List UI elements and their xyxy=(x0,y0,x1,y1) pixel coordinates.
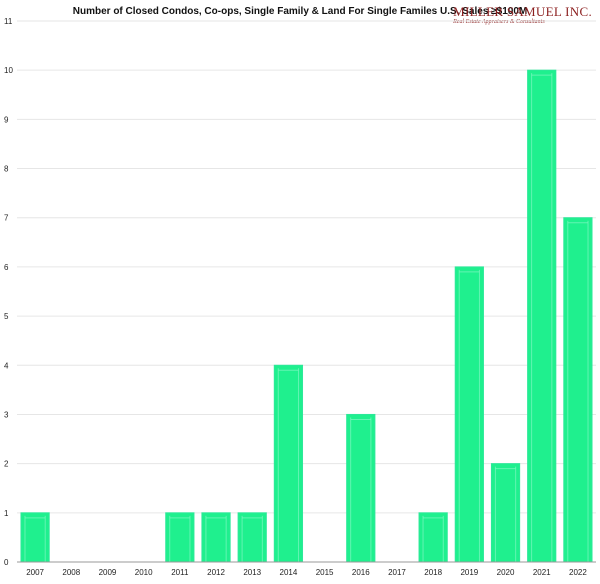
x-tick-label: 2021 xyxy=(533,568,551,577)
bar xyxy=(201,512,231,563)
logo-name: MILLER SAMUEL INC. xyxy=(453,4,592,19)
y-tick-label: 6 xyxy=(4,263,9,272)
y-tick-label: 7 xyxy=(4,214,9,223)
x-tick-label: 2012 xyxy=(207,568,225,577)
y-tick-label: 10 xyxy=(4,66,13,75)
bar xyxy=(454,266,484,563)
bar xyxy=(165,512,195,563)
bar xyxy=(418,512,448,563)
y-tick-label: 0 xyxy=(4,558,9,567)
y-tick-label: 1 xyxy=(4,509,9,518)
x-tick-label: 2022 xyxy=(569,568,587,577)
bar xyxy=(346,413,376,563)
x-tick-label: 2018 xyxy=(424,568,442,577)
x-tick-label: 2013 xyxy=(243,568,261,577)
bar xyxy=(527,69,557,563)
y-tick-label: 4 xyxy=(4,361,9,370)
bar-rect xyxy=(527,69,557,563)
y-tick-label: 5 xyxy=(4,312,9,321)
bar xyxy=(237,512,267,563)
bar-rect xyxy=(418,512,448,563)
bar-rect xyxy=(454,266,484,563)
y-tick-label: 2 xyxy=(4,460,9,469)
bar xyxy=(273,364,304,563)
x-tick-label: 2011 xyxy=(171,568,189,577)
x-tick-label: 2009 xyxy=(99,568,117,577)
bar xyxy=(563,217,593,563)
bar-rect xyxy=(237,512,267,563)
bar-rect xyxy=(490,463,521,563)
x-tick-label: 2014 xyxy=(280,568,298,577)
x-tick-label: 2010 xyxy=(135,568,153,577)
y-tick-label: 9 xyxy=(4,115,9,124)
x-tick-label: 2016 xyxy=(352,568,370,577)
x-tick-label: 2019 xyxy=(460,568,478,577)
bar-rect xyxy=(165,512,195,563)
bar-rect xyxy=(201,512,231,563)
miller-samuel-logo: MILLER SAMUEL INC. Real Estate Appraiser… xyxy=(453,4,592,25)
y-tick-label: 3 xyxy=(4,410,9,419)
bar xyxy=(490,463,521,563)
x-tick-label: 2017 xyxy=(388,568,406,577)
bar-rect xyxy=(20,512,50,563)
x-tick-label: 2007 xyxy=(26,568,44,577)
bar-rect xyxy=(273,364,304,563)
chart-title: Number of Closed Condos, Co-ops, Single … xyxy=(72,6,528,17)
y-tick-label: 11 xyxy=(4,17,13,26)
logo-subtitle: Real Estate Appraisers & Consultants xyxy=(453,19,545,25)
x-tick-label: 2015 xyxy=(316,568,334,577)
x-tick-label: 2008 xyxy=(62,568,80,577)
axis-layer: 0 1 2 3 4 5 6 7 8 9 10 11 2007 2008 2009 2010 2011 2012 20… xyxy=(4,17,596,577)
bar-layer xyxy=(20,69,593,563)
bar xyxy=(20,512,50,563)
bar-rect xyxy=(346,413,376,563)
y-tick-label: 8 xyxy=(4,165,9,174)
x-tick-label: 2020 xyxy=(497,568,515,577)
